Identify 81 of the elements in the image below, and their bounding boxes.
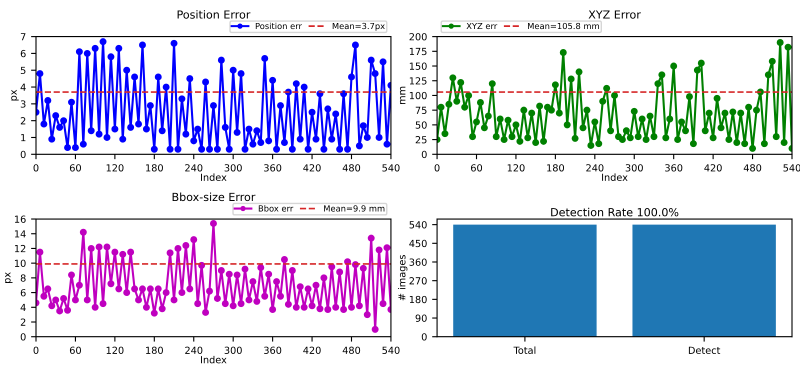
x-tick-label: 240 (185, 164, 202, 172)
x-tick-label: 0 (34, 164, 38, 172)
y-tick-label: 25 (416, 136, 426, 144)
y-tick-label: 75 (416, 106, 426, 114)
x-tick-label: 180 (146, 346, 163, 354)
x-tick-label: 480 (744, 164, 762, 172)
legend-label: XYZ err (466, 22, 498, 30)
x-tick-label: 240 (586, 164, 604, 172)
x-tick-label: 300 (224, 164, 242, 172)
legend-label: Mean=105.8 mm (528, 22, 599, 30)
y-tick-label: 175 (410, 48, 426, 56)
x-tick-label: 360 (264, 164, 282, 172)
x-tick-label: Detect (688, 346, 720, 354)
y-tick-label: 6 (20, 50, 26, 58)
x-axis-title: Index (201, 356, 227, 364)
x-tick-label: 180 (547, 164, 564, 172)
x-tick-label: 480 (342, 346, 360, 354)
x-tick-label: 120 (106, 164, 124, 172)
x-tick-label: 60 (70, 164, 81, 172)
x-tick-label: 480 (342, 164, 360, 172)
y-tick-label: 7 (20, 33, 26, 40)
y-tick-label: 0 (20, 150, 26, 158)
x-tick-label: 420 (704, 164, 722, 172)
legend-label: Mean=3.7px (332, 22, 385, 31)
y-tick-label: 100 (410, 92, 427, 100)
y-tick-label: 0 (422, 150, 427, 158)
y-tick-label: 270 (410, 277, 427, 285)
chart-title: XYZ Error (588, 10, 641, 19)
chart-title: Detection Rate 100.0% (551, 208, 678, 216)
x-tick-label: 240 (185, 346, 202, 354)
y-tick-label: 360 (410, 258, 427, 266)
x-tick-label: 120 (106, 346, 124, 354)
y-tick-label: 3 (20, 100, 26, 108)
y-tick-label: 0 (422, 333, 427, 341)
x-tick-label: 540 (382, 164, 400, 172)
x-tick-label: 300 (224, 346, 242, 354)
x-tick-label: 180 (146, 164, 163, 172)
y-tick-label: 2 (20, 318, 26, 326)
x-tick-label: 60 (471, 164, 482, 172)
y-tick-label: 4 (20, 84, 26, 91)
y-tick-label: 90 (416, 314, 427, 322)
y-tick-label: 10 (14, 260, 26, 267)
y-axis-title: mm (400, 86, 406, 104)
x-tick-label: 420 (303, 164, 321, 172)
y-tick-label: 6 (20, 289, 26, 296)
y-tick-label: 2 (20, 117, 26, 124)
y-tick-label: 125 (410, 77, 426, 85)
y-axis-title: # images (398, 255, 408, 300)
x-tick-label: 360 (264, 346, 282, 354)
legend-label: Mean=9.9 mm (324, 205, 384, 212)
y-axis-title: px (5, 272, 13, 283)
y-tick-label: 12 (14, 244, 26, 252)
y-tick-label: 540 (410, 221, 427, 228)
y-tick-label: 16 (14, 216, 26, 223)
y-axis-title: px (11, 90, 19, 101)
x-axis-title: Index (201, 173, 227, 181)
x-tick-label: 0 (34, 346, 38, 354)
x-tick-label: Total (514, 346, 536, 354)
y-tick-label: 0 (20, 333, 26, 341)
y-tick-label: 8 (20, 274, 26, 282)
y-tick-label: 4 (20, 304, 26, 311)
chart-title: Bbox-size Error (172, 192, 256, 202)
x-tick-label: 60 (70, 346, 81, 354)
y-tick-label: 450 (409, 240, 427, 248)
y-tick-label: 14 (14, 230, 26, 238)
x-tick-label: 300 (626, 164, 643, 172)
y-tick-label: 5 (20, 66, 26, 74)
x-tick-label: 0 (434, 164, 440, 172)
x-tick-label: 120 (508, 164, 525, 172)
x-tick-label: 540 (382, 346, 400, 354)
x-tick-label: 420 (303, 346, 321, 354)
x-axis-title: Index (602, 173, 628, 181)
legend-label: Position err (256, 22, 302, 30)
y-tick-label: 50 (416, 121, 427, 129)
y-tick-label: 200 (410, 33, 427, 40)
legend-label: Bbox err (258, 205, 294, 212)
y-tick-label: 1 (21, 134, 26, 142)
x-tick-label: 360 (665, 164, 682, 172)
y-tick-label: 150 (410, 62, 427, 70)
chart-title: Position Error (178, 10, 250, 19)
y-tick-label: 180 (410, 296, 427, 304)
